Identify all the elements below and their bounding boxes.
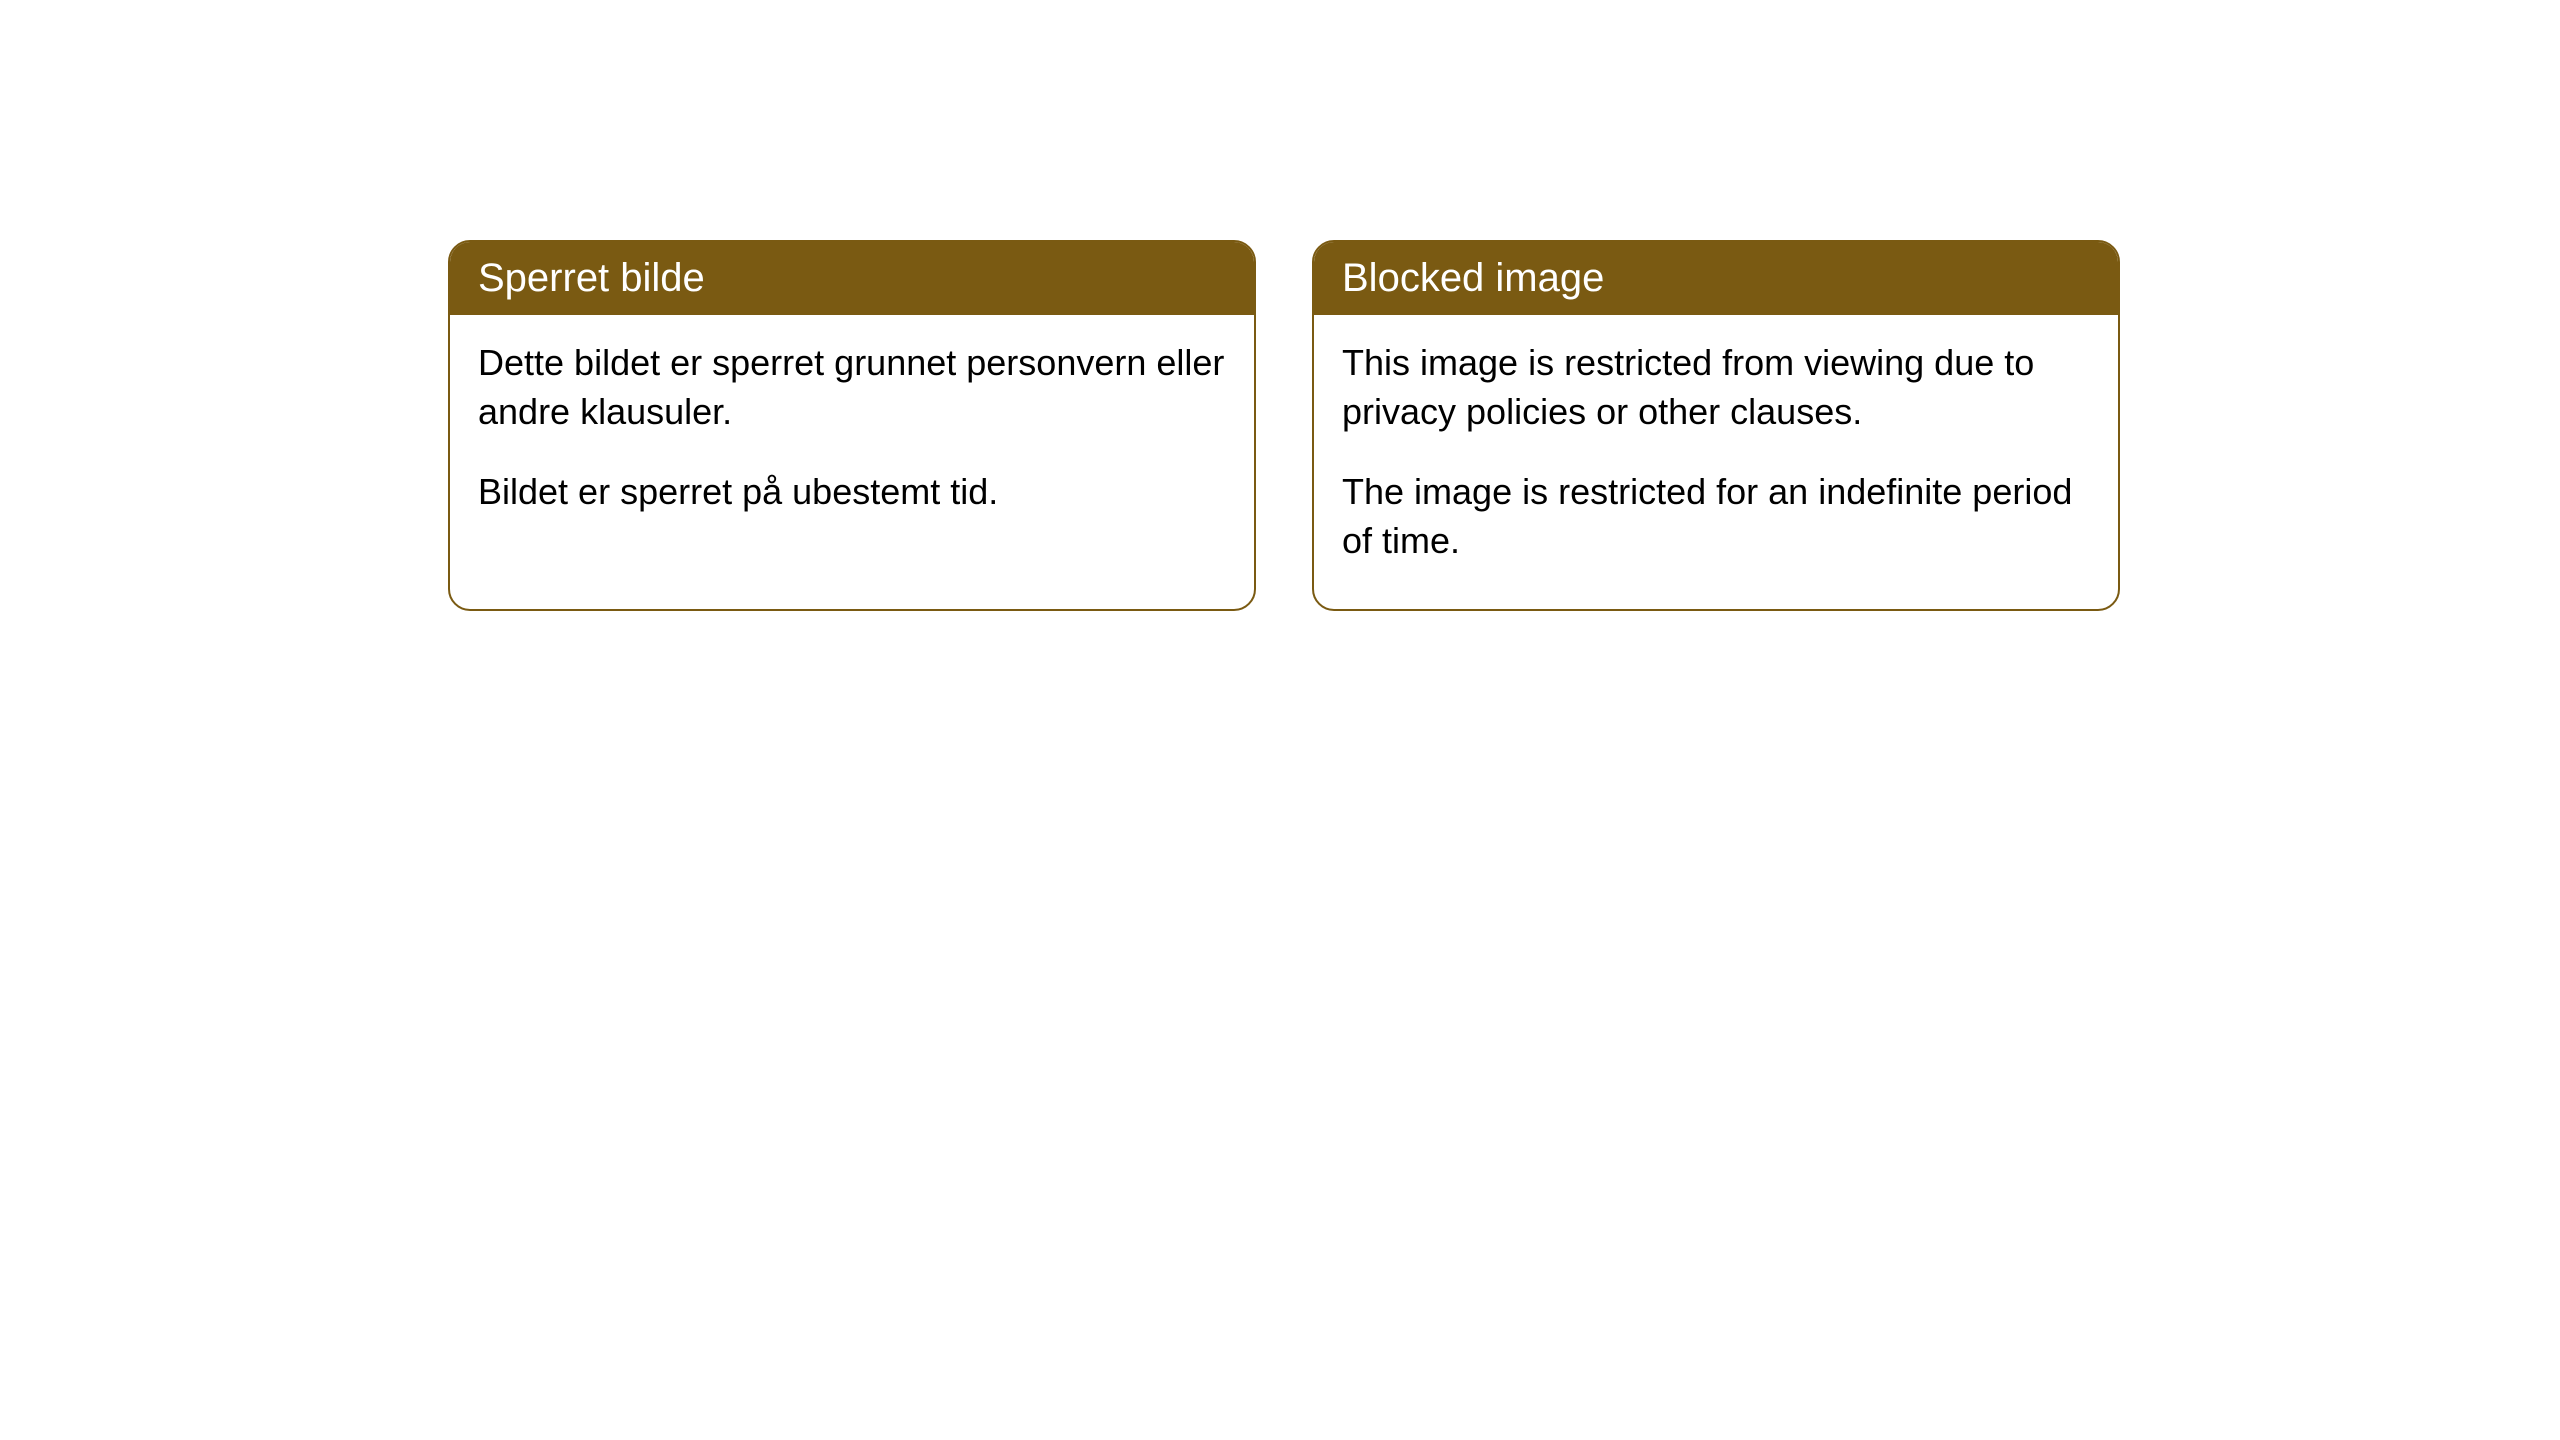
- card-title: Blocked image: [1342, 256, 1604, 300]
- card-paragraph-2: Bildet er sperret på ubestemt tid.: [478, 468, 1226, 517]
- notice-cards-container: Sperret bilde Dette bildet er sperret gr…: [448, 240, 2560, 611]
- card-paragraph-1: Dette bildet er sperret grunnet personve…: [478, 339, 1226, 436]
- card-title: Sperret bilde: [478, 256, 705, 300]
- card-body: This image is restricted from viewing du…: [1314, 315, 2118, 609]
- notice-card-norwegian: Sperret bilde Dette bildet er sperret gr…: [448, 240, 1256, 611]
- card-body: Dette bildet er sperret grunnet personve…: [450, 315, 1254, 561]
- card-paragraph-1: This image is restricted from viewing du…: [1342, 339, 2090, 436]
- card-paragraph-2: The image is restricted for an indefinit…: [1342, 468, 2090, 565]
- card-header: Blocked image: [1314, 242, 2118, 315]
- card-header: Sperret bilde: [450, 242, 1254, 315]
- notice-card-english: Blocked image This image is restricted f…: [1312, 240, 2120, 611]
